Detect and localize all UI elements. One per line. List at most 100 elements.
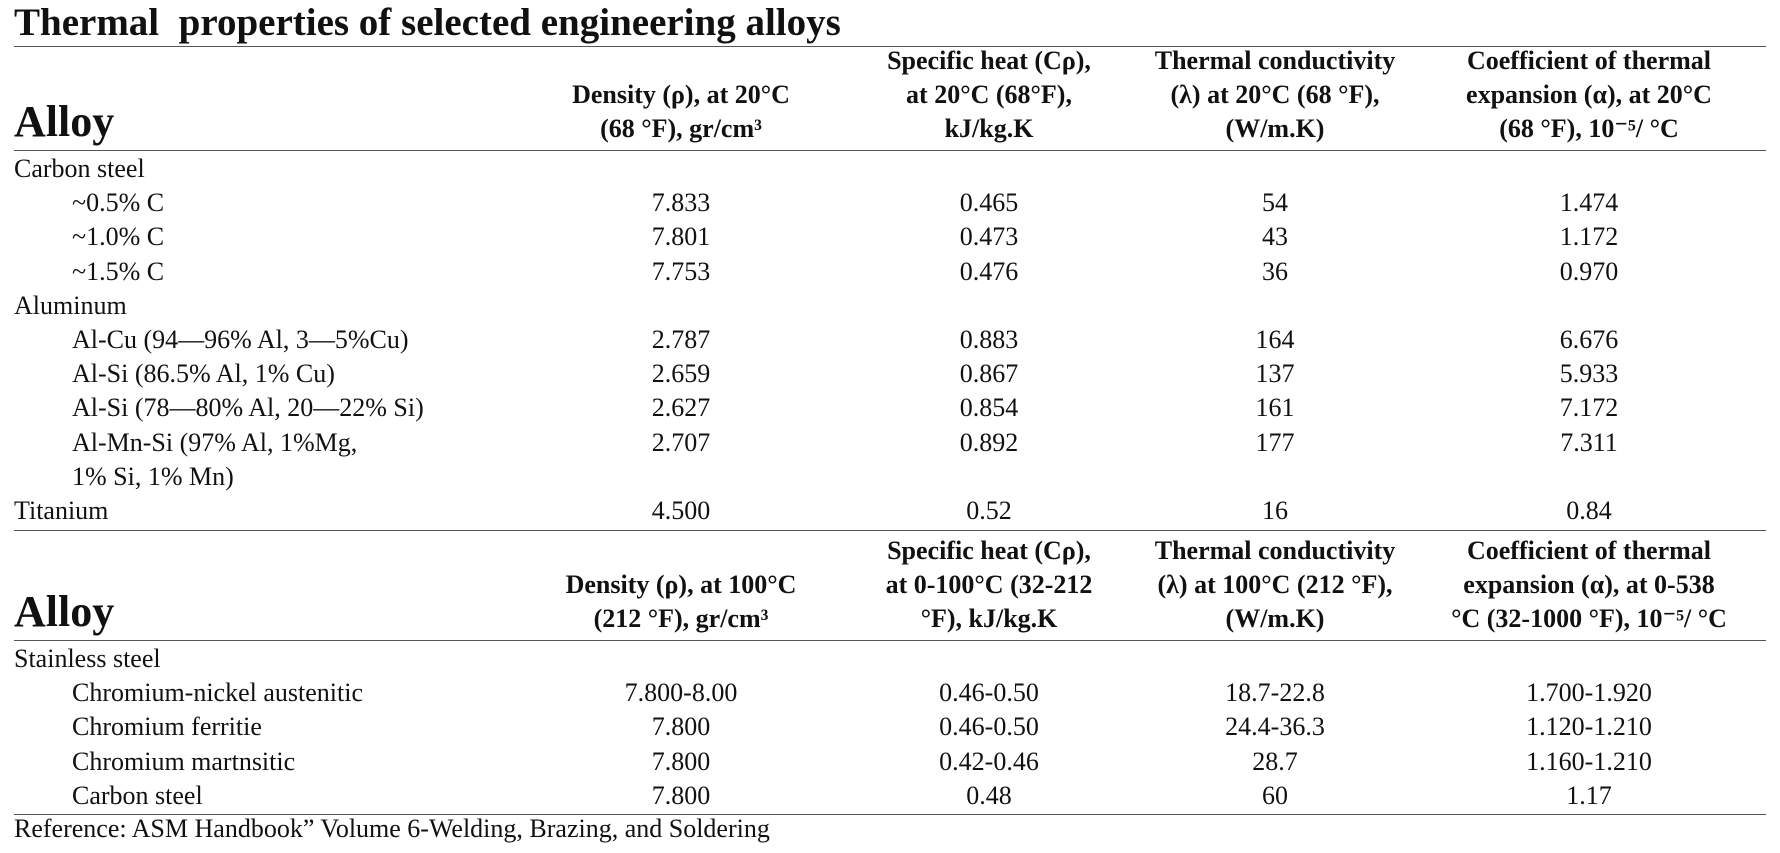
header-line: Density (ρ), at 100°C (565, 570, 797, 599)
header-line: expansion (α), at 0-538 (1463, 570, 1715, 599)
table-row: Chromium ferritie 7.800 0.46-0.50 24.4-36.3… (14, 710, 1766, 744)
conductivity-value: 43 (1262, 222, 1288, 252)
conductivity-value: 137 (1255, 359, 1295, 389)
table-row: Chromium martnsitic 7.800 0.42-0.46 28.7 1.1… (14, 745, 1766, 779)
alloy-name: Stainless steel (14, 644, 161, 673)
table2-alloy-header: Alloy (14, 587, 115, 636)
conductivity-value: 16 (1262, 495, 1288, 525)
table-row: Al-Mn-Si (97% Al, 1%Mg, 2.707 0.892 177 7.31… (14, 426, 1766, 460)
header-line: °C (32-1000 °F), 10⁻⁵/ °C (1451, 604, 1727, 633)
expansion-value: 0.84 (1566, 495, 1612, 525)
header-line: Specific heat (Cρ), (887, 536, 1091, 565)
table2-col-conductivity: Thermal conductivity (λ) at 100°C (212 °… (1110, 532, 1440, 636)
header-line: (68 °F), 10⁻⁵/ °C (1499, 114, 1679, 143)
header-line: (212 °F), gr/cm³ (593, 604, 769, 633)
table1-col-specific-heat: Specific heat (Cρ), at 20°C (68°F), kJ/k… (824, 42, 1154, 146)
expansion-value: 1.700-1.920 (1526, 678, 1652, 708)
header-line: Coefficient of thermal (1466, 536, 1712, 565)
header-line: at 20°C (68°F), (906, 80, 1072, 109)
density-value: 7.800 (651, 780, 711, 810)
expansion-value: 6.676 (1559, 324, 1619, 354)
table-row: Carbon steel 7.800 0.48 60 1.17 (14, 779, 1766, 813)
header-line: Thermal conductivity (1154, 46, 1396, 75)
specific-heat-value: 0.854 (959, 393, 1019, 423)
expansion-value: 1.160-1.210 (1526, 746, 1652, 776)
expansion-value: 7.172 (1559, 393, 1619, 423)
specific-heat-value: 0.48 (966, 780, 1012, 810)
alloy-name: Carbon steel (72, 780, 203, 810)
table-row: Al-Si (86.5% Al, 1% Cu) 2.659 0.867 137 5.93… (14, 357, 1766, 391)
header-line: (W/m.K) (1225, 604, 1325, 633)
header-line: at 0-100°C (32-212 (885, 570, 1093, 599)
alloy-name: Chromium martnsitic (72, 746, 296, 776)
table2-col-density: Density (ρ), at 100°C (212 °F), gr/cm³ (516, 532, 846, 636)
header-line: Thermal conductivity (1154, 536, 1396, 565)
header-line: (λ) at 20°C (68 °F), (1170, 80, 1380, 109)
density-value: 2.787 (651, 324, 711, 354)
density-value: 7.800-8.00 (624, 678, 738, 708)
header-line: °F), kJ/kg.K (920, 604, 1058, 633)
table-divider-rule (14, 530, 1766, 531)
header-line: Coefficient of thermal (1466, 46, 1712, 75)
table2-col-expansion: Coefficient of thermal expansion (α), at… (1424, 532, 1754, 636)
header-line: (λ) at 100°C (212 °F), (1157, 570, 1393, 599)
density-value: 7.800 (651, 746, 711, 776)
header-line: (W/m.K) (1225, 114, 1325, 143)
conductivity-value: 164 (1255, 324, 1295, 354)
table1-col-expansion: Coefficient of thermal expansion (α), at… (1424, 42, 1754, 146)
density-value: 7.801 (651, 222, 711, 252)
density-value: 7.833 (651, 188, 711, 218)
table-row: Chromium-nickel austenitic 7.800-8.00 0.46… (14, 676, 1766, 710)
conductivity-value: 24.4-36.3 (1225, 712, 1325, 742)
specific-heat-value: 0.867 (959, 359, 1019, 389)
conductivity-value: 60 (1262, 780, 1288, 810)
header-line: kJ/kg.K (944, 114, 1034, 143)
reference-note: Reference: ASM Handbook” Volume 6-Weldin… (14, 814, 770, 843)
specific-heat-value: 0.465 (959, 188, 1019, 218)
conductivity-value: 54 (1262, 188, 1288, 218)
alloy-name: ~0.5% C (72, 188, 165, 218)
header-line: expansion (α), at 20°C (1466, 80, 1712, 109)
expansion-value: 0.970 (1559, 256, 1619, 286)
specific-heat-value: 0.52 (966, 495, 1012, 525)
specific-heat-value: 0.46-0.50 (939, 712, 1039, 742)
title-rule (14, 46, 1766, 47)
expansion-value: 1.172 (1559, 222, 1619, 252)
table-row: Titanium 4.500 0.52 16 0.84 (14, 494, 1766, 528)
table1-col-density: Density (ρ), at 20°C (68 °F), gr/cm³ (516, 42, 846, 146)
expansion-value: 1.474 (1559, 188, 1619, 218)
expansion-value: 1.120-1.210 (1526, 712, 1652, 742)
table-row: ~0.5% C 7.833 0.465 54 1.474 (14, 186, 1766, 220)
expansion-value: 7.311 (1560, 427, 1618, 457)
specific-heat-value: 0.476 (959, 256, 1019, 286)
header-line: (68 °F), gr/cm³ (600, 114, 762, 143)
density-value: 2.707 (651, 427, 711, 457)
density-value: 2.659 (651, 359, 711, 389)
conductivity-value: 36 (1262, 256, 1288, 286)
header-line: Specific heat (Cρ), (887, 46, 1091, 75)
density-value: 4.500 (651, 495, 711, 525)
alloy-name: ~1.5% C (72, 256, 165, 286)
expansion-value: 5.933 (1559, 359, 1619, 389)
density-value: 7.753 (651, 256, 711, 286)
specific-heat-value: 0.473 (959, 222, 1019, 252)
header-line: Density (ρ), at 20°C (572, 80, 790, 109)
alloy-name: 1% Si, 1% Mn) (72, 461, 234, 491)
table2-body: Stainless steel Chromium-nickel austeniti… (14, 642, 1766, 813)
table-row: ~1.0% C 7.801 0.473 43 1.172 (14, 220, 1766, 254)
table-row: Al-Si (78—80% Al, 20—22% Si) 2.627 0.854 16… (14, 391, 1766, 425)
alloy-name: Chromium ferritie (72, 712, 262, 742)
expansion-value: 1.17 (1566, 780, 1612, 810)
alloy-name: Al-Mn-Si (97% Al, 1%Mg, (72, 427, 358, 457)
alloy-name: Carbon steel (14, 154, 145, 183)
specific-heat-value: 0.42-0.46 (939, 746, 1039, 776)
table1-body: Carbon steel ~0.5% C 7.833 0.465 54 1.474 ~1.0… (14, 152, 1766, 528)
conductivity-value: 28.7 (1252, 746, 1298, 776)
table-row: Stainless steel (14, 642, 1766, 676)
table1-col-conductivity: Thermal conductivity (λ) at 20°C (68 °F)… (1110, 42, 1440, 146)
alloy-name: Chromium-nickel austenitic (72, 678, 363, 708)
conductivity-value: 161 (1255, 393, 1295, 423)
table-row: ~1.5% C 7.753 0.476 36 0.970 (14, 255, 1766, 289)
density-value: 7.800 (651, 712, 711, 742)
table-row: 1% Si, 1% Mn) (14, 460, 1766, 494)
